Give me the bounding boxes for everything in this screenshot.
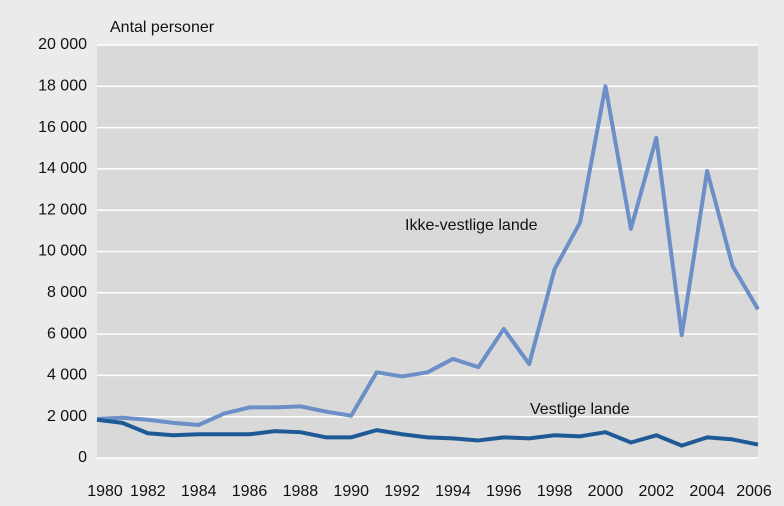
y-tick-label: 12 000 — [38, 201, 87, 218]
series-label: Vestlige lande — [530, 401, 630, 418]
y-tick-label: 14 000 — [38, 160, 87, 177]
series-line — [96, 417, 759, 448]
y-tick-label: 4 000 — [47, 367, 87, 384]
y-tick-label: 18 000 — [38, 78, 87, 95]
x-tick-label: 1980 — [87, 483, 123, 500]
y-tick-label: 16 000 — [38, 119, 87, 136]
y-tick-label: 2 000 — [47, 408, 87, 425]
y-tick-label: 10 000 — [38, 243, 87, 260]
x-tick-label: 1994 — [435, 483, 471, 500]
x-tick-label: 1984 — [181, 483, 217, 500]
series-label: Ikke-vestlige lande — [405, 217, 538, 234]
x-tick-label: 1986 — [232, 483, 268, 500]
x-tick-label: 1990 — [333, 483, 369, 500]
y-tick-label: 20 000 — [38, 36, 87, 53]
x-tick-label: 2006 — [736, 483, 772, 500]
y-tick-label: 8 000 — [47, 284, 87, 301]
x-tick-label: 1992 — [384, 483, 420, 500]
y-tick-label: 0 — [78, 449, 87, 466]
y-axis-label: Antal personer — [110, 19, 215, 36]
x-tick-label: 2004 — [689, 483, 725, 500]
series-line — [96, 84, 760, 427]
x-tick-label: 1988 — [283, 483, 319, 500]
x-tick-label: 1996 — [486, 483, 522, 500]
x-tick-label: 1982 — [130, 483, 166, 500]
x-tick-label: 2000 — [588, 483, 624, 500]
x-tick-label: 1998 — [537, 483, 573, 500]
y-tick-label: 6 000 — [47, 325, 87, 342]
x-tick-label: 2002 — [639, 483, 675, 500]
